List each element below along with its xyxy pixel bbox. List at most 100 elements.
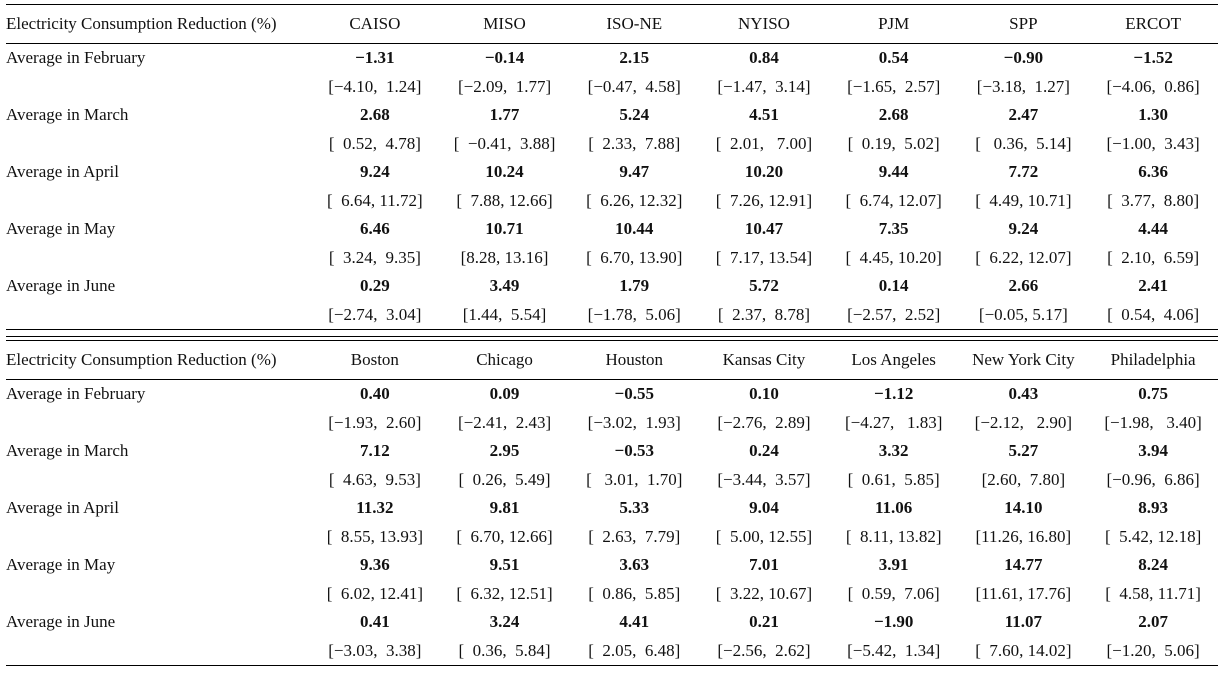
mean-value: 5.72 xyxy=(749,276,779,296)
mean-value: 10.71 xyxy=(485,219,524,239)
column-header: Los Angeles xyxy=(851,350,936,369)
confidence-interval: [−1.93, 2.60] xyxy=(328,412,422,432)
confidence-interval: [ 6.70, 13.90] xyxy=(586,247,683,267)
confidence-interval: [11.26, 16.80] xyxy=(975,526,1072,546)
table-row: Average in April 11.32 9.81 5.33 9.04 11.06 14… xyxy=(6,494,1218,523)
mean-value: 10.44 xyxy=(615,219,654,239)
empty-cell xyxy=(6,523,310,552)
table-separator xyxy=(6,336,1218,341)
empty-cell xyxy=(6,580,310,609)
mean-value: 0.40 xyxy=(359,384,390,404)
row-label: Average in April xyxy=(6,162,119,182)
confidence-interval: [ 2.10, 6.59] xyxy=(1107,247,1200,267)
city-table-header: Electricity Consumption Reduction (%) Bos… xyxy=(6,340,1218,380)
confidence-interval: [−2.76, 2.89] xyxy=(717,412,811,432)
mean-value: 2.47 xyxy=(1008,105,1039,125)
mean-value: 14.10 xyxy=(1004,498,1043,518)
table-row: [ 6.02, 12.41] [ 6.32, 12.51] [ 0.86, 5.85… xyxy=(6,580,1218,609)
confidence-interval: [ 6.32, 12.51] xyxy=(456,583,553,603)
column-header: Kansas City xyxy=(722,350,806,369)
mean-value: 0.41 xyxy=(359,612,390,632)
confidence-interval: [ 4.45, 10.20] xyxy=(845,247,942,267)
column-header: ERCOT xyxy=(1125,14,1181,33)
mean-value: 0.29 xyxy=(359,276,390,296)
mean-value: 2.41 xyxy=(1138,276,1168,296)
mean-value: 10.47 xyxy=(744,219,784,239)
confidence-interval: [ 2.01, 7.00] xyxy=(715,133,813,153)
mean-value: 0.14 xyxy=(878,276,909,296)
mean-value: 4.41 xyxy=(619,612,650,632)
mean-value: 3.63 xyxy=(619,555,650,575)
column-header: CAISO xyxy=(349,14,401,33)
mean-value: 9.51 xyxy=(489,555,520,575)
confidence-interval: [ 0.19, 5.02] xyxy=(847,133,940,153)
confidence-interval: [−4.27, 1.83] xyxy=(844,412,943,432)
confidence-interval: [−4.06, 0.86] xyxy=(1106,76,1200,96)
mean-value: 5.33 xyxy=(619,498,650,518)
mean-value: 10.20 xyxy=(744,162,784,182)
confidence-interval: [−3.03, 3.38] xyxy=(328,640,422,660)
confidence-interval: [1.44, 5.54] xyxy=(462,304,547,324)
confidence-interval: [ 0.61, 5.85] xyxy=(847,469,940,489)
confidence-interval: [−3.44, 3.57] xyxy=(717,469,811,489)
mean-value: −0.14 xyxy=(484,48,525,68)
confidence-interval: [ 8.11, 13.82] xyxy=(845,526,942,546)
mean-value: 9.81 xyxy=(489,498,520,518)
table-row: [ 6.64, 11.72] [ 7.88, 12.66] [ 6.26, 12.3… xyxy=(6,187,1218,216)
confidence-interval: [ 4.58, 11.71] xyxy=(1105,583,1201,603)
confidence-interval: [11.61, 17.76] xyxy=(975,583,1072,603)
regional-table: Electricity Consumption Reduction (%) CAI… xyxy=(6,4,1218,330)
mean-value: 9.24 xyxy=(1008,219,1039,239)
mean-value: 3.24 xyxy=(489,612,520,632)
table-row: Average in February 0.40 0.09 −0.55 0.10 −1.1… xyxy=(6,380,1218,409)
confidence-interval: [ 5.42, 12.18] xyxy=(1104,526,1202,546)
confidence-interval: [ −0.41, 3.88] xyxy=(453,133,556,153)
empty-cell xyxy=(6,244,310,273)
column-header: PJM xyxy=(878,14,910,33)
confidence-interval: [ 3.77, 8.80] xyxy=(1107,190,1200,210)
table-row: Average in April 9.24 10.24 9.47 10.20 9.44 7.… xyxy=(6,158,1218,187)
confidence-interval: [ 3.22, 10.67] xyxy=(715,583,813,603)
row-label: Average in June xyxy=(6,612,116,632)
table-row: Average in March 2.68 1.77 5.24 4.51 2.68 2.47… xyxy=(6,101,1218,130)
mean-value: 4.51 xyxy=(749,105,779,125)
table-row: [ 8.55, 13.93] [ 6.70, 12.66] [ 2.63, 7.79… xyxy=(6,523,1218,552)
table-row: Average in May 9.36 9.51 3.63 7.01 3.91 14.77 8… xyxy=(6,551,1218,580)
mean-value: 0.43 xyxy=(1008,384,1039,404)
confidence-interval: [ 0.86, 5.85] xyxy=(588,583,681,603)
column-header: Philadelphia xyxy=(1110,350,1196,369)
regional-table-header: Electricity Consumption Reduction (%) CAI… xyxy=(6,4,1218,44)
mean-value: 0.21 xyxy=(749,612,779,632)
confidence-interval: [−1.20, 5.06] xyxy=(1106,640,1200,660)
confidence-interval: [ 4.49, 10.71] xyxy=(975,190,1072,210)
confidence-interval: [2.60, 7.80] xyxy=(981,469,1066,489)
row-label: Average in June xyxy=(6,276,116,296)
confidence-interval: [ 2.63, 7.79] xyxy=(588,526,681,546)
mean-value: 6.36 xyxy=(1138,162,1168,182)
confidence-interval: [−3.02, 1.93] xyxy=(587,412,681,432)
confidence-interval: [−1.00, 3.43] xyxy=(1106,133,1200,153)
mean-value: 7.12 xyxy=(359,441,390,461)
mean-value: 0.09 xyxy=(489,384,520,404)
confidence-interval: [ 0.54, 4.06] xyxy=(1107,304,1200,324)
confidence-interval: [−2.57, 2.52] xyxy=(847,304,941,324)
confidence-interval: [ 7.88, 12.66] xyxy=(456,190,553,210)
header-label: Electricity Consumption Reduction (%) xyxy=(6,350,277,369)
mean-value: 3.91 xyxy=(878,555,909,575)
mean-value: 6.46 xyxy=(359,219,390,239)
city-table: Electricity Consumption Reduction (%) Bos… xyxy=(6,340,1218,666)
confidence-interval: [ 7.26, 12.91] xyxy=(715,190,813,210)
mean-value: 1.30 xyxy=(1138,105,1168,125)
mean-value: −0.90 xyxy=(1003,48,1044,68)
mean-value: 7.01 xyxy=(749,555,779,575)
column-header: MISO xyxy=(483,14,526,33)
confidence-interval: [ 6.26, 12.32] xyxy=(586,190,683,210)
confidence-interval: [−1.78, 5.06] xyxy=(587,304,681,324)
mean-value: 8.24 xyxy=(1138,555,1168,575)
row-label: Average in March xyxy=(6,441,129,461)
confidence-interval: [−1.65, 2.57] xyxy=(847,76,941,96)
confidence-interval: [ 2.33, 7.88] xyxy=(588,133,681,153)
empty-cell xyxy=(6,301,310,330)
mean-value: 7.72 xyxy=(1008,162,1039,182)
empty-cell xyxy=(6,187,310,216)
